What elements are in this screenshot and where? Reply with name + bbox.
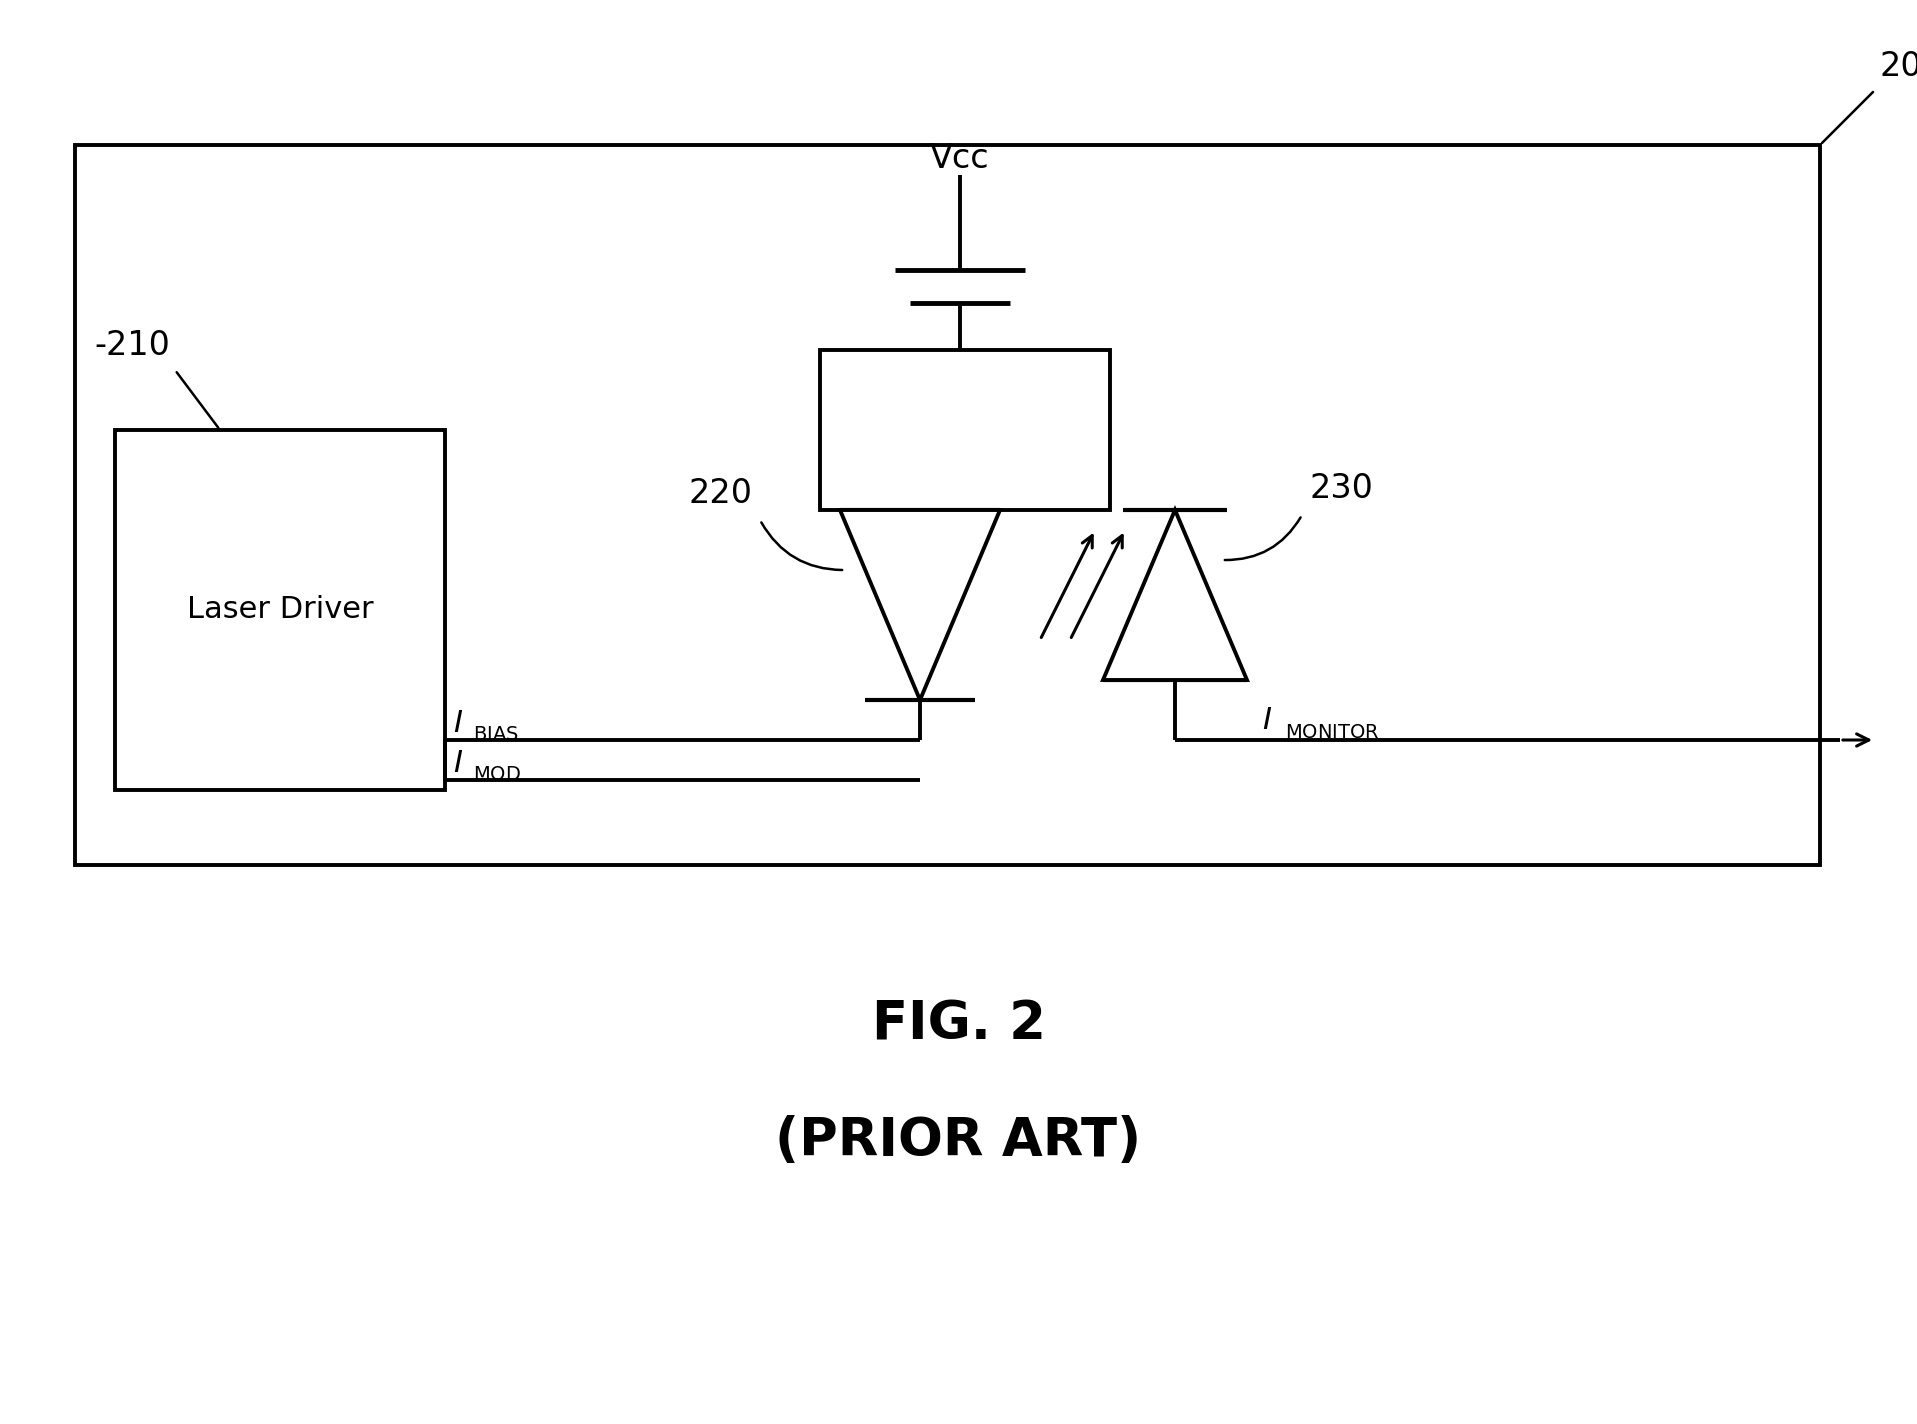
Bar	[820, 350, 1110, 510]
Text: $I$: $I$	[452, 709, 464, 738]
Text: (PRIOR ART): (PRIOR ART)	[776, 1115, 1141, 1168]
Text: 200: 200	[1881, 50, 1917, 83]
Text: $\mathregular{MONITOR}$: $\mathregular{MONITOR}$	[1284, 723, 1380, 742]
Polygon shape	[840, 510, 1001, 701]
Bar	[115, 430, 445, 790]
Text: $I$: $I$	[1261, 706, 1273, 735]
Text: 220: 220	[688, 477, 751, 510]
Text: FIG. 2: FIG. 2	[872, 998, 1045, 1049]
Text: Laser Driver: Laser Driver	[186, 595, 374, 625]
Polygon shape	[1102, 510, 1246, 681]
Text: $I$: $I$	[452, 749, 464, 778]
Text: -210: -210	[94, 329, 171, 362]
Text: $\mathregular{BIAS}$: $\mathregular{BIAS}$	[473, 725, 520, 743]
Bar	[75, 145, 1819, 864]
Text: $\mathregular{MOD}$: $\mathregular{MOD}$	[473, 765, 521, 785]
Text: Vcc: Vcc	[930, 142, 989, 175]
Text: 230: 230	[1309, 471, 1373, 506]
